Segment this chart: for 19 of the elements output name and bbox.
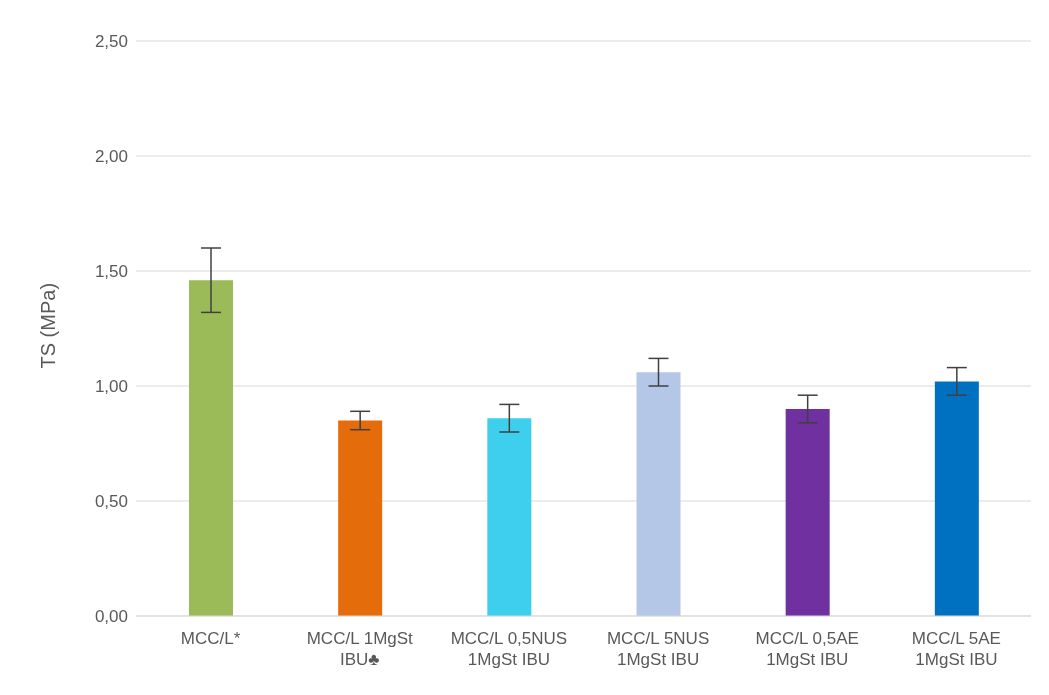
y-tick-label: 2,50 (94, 32, 128, 52)
x-tick-label: MCC/L* (180, 629, 241, 648)
y-tick-label: 0,50 (94, 492, 128, 512)
y-tick-label: 0,00 (94, 607, 128, 627)
y-axis-title: TS (MPa) (37, 282, 60, 369)
y-tick-label: 2,00 (94, 147, 128, 167)
bar (338, 420, 383, 616)
x-tick-label: MCC/L 5NUS 1MgSt IBU (606, 629, 710, 669)
x-tick-label: MCC/L 0,5NUS 1MgSt IBU (450, 629, 568, 669)
bar (636, 372, 681, 616)
x-tick-label: MCC/L 1MgSt IBU♣ (306, 629, 414, 669)
bar (785, 409, 830, 616)
y-tick-label: 1,00 (94, 377, 128, 397)
bar (934, 381, 979, 616)
bar (487, 418, 532, 616)
x-tick-label: MCC/L 5AE 1MgSt IBU (911, 629, 1001, 669)
y-tick-label: 1,50 (94, 262, 128, 282)
x-tick-label: MCC/L 0,5AE 1MgSt IBU (755, 629, 859, 669)
bar (189, 280, 233, 616)
